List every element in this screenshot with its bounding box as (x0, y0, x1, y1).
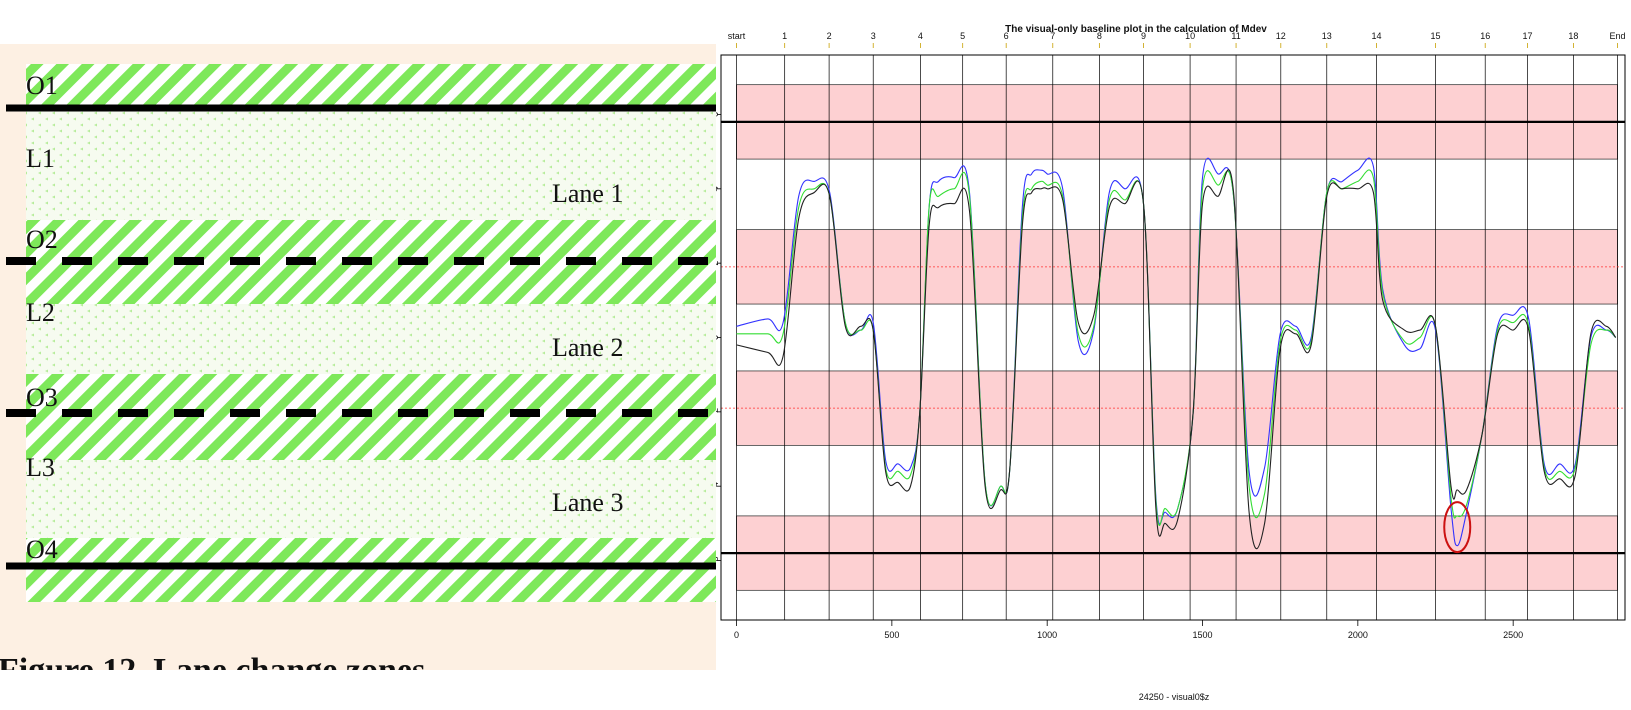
y-tick-label: 4 (716, 186, 720, 191)
section-label-14: 14 (1371, 31, 1381, 41)
lane-zones-diagram: O1 L1 O2 L2 O3 L3 O4 Lane 1 Lane 2 Lane … (0, 44, 716, 670)
section-label-16: 16 (1480, 31, 1490, 41)
section-label-5: 5 (960, 31, 965, 41)
series-line-blue (737, 158, 1616, 546)
zone-label-l3: L3 (26, 453, 55, 482)
section-label-3: 3 (871, 31, 876, 41)
lane-label-2: Lane 2 (552, 333, 623, 362)
section-label-2: 2 (827, 31, 832, 41)
section-label-19: End (1610, 31, 1626, 41)
zone-label-o3: O3 (26, 383, 58, 412)
section-label-13: 13 (1322, 31, 1332, 41)
section-label-4: 4 (918, 31, 923, 41)
x-tick-label: 2500 (1503, 630, 1523, 640)
section-label-18: 18 (1568, 31, 1578, 41)
y-tick-label: -4 (716, 482, 720, 490)
figure-caption: Figure 12. Lane change zones (0, 652, 425, 670)
zone-o1-band (26, 64, 716, 108)
x-tick-label: 1500 (1192, 630, 1212, 640)
zone-label-o1: O1 (26, 71, 58, 100)
series-lines (737, 158, 1616, 549)
section-label-15: 15 (1430, 31, 1440, 41)
zone-label-o4: O4 (26, 535, 58, 564)
x-tick-label: 2000 (1348, 630, 1368, 640)
series-line-black (737, 170, 1616, 549)
section-label-1: 1 (782, 31, 787, 41)
y-tick-label: 2 (716, 261, 720, 266)
y-tick-label: 0 (716, 335, 720, 340)
zone-label-l1: L1 (26, 144, 55, 173)
x-tick-label: 0 (734, 630, 739, 640)
x-tick-label: 1000 (1037, 630, 1057, 640)
section-label-17: 17 (1522, 31, 1532, 41)
section-label-0: start (728, 31, 746, 41)
x-axis-label: 24250 - visual0$z (1139, 692, 1210, 702)
zone-label-l2: L2 (26, 298, 55, 327)
series-line-green (737, 170, 1616, 526)
zone-o4-band (26, 538, 716, 602)
chart-title: The visual-only baseline plot in the cal… (1005, 24, 1267, 35)
section-label-12: 12 (1276, 31, 1286, 41)
reference-lines (721, 122, 1625, 553)
zone-label-o2: O2 (26, 225, 58, 254)
x-tick-label: 500 (884, 630, 899, 640)
lane-label-1: Lane 1 (552, 179, 623, 208)
lane-zones-figure: O1 L1 O2 L2 O3 L3 O4 Lane 1 Lane 2 Lane … (0, 44, 716, 670)
y-tick-label: -6 (716, 557, 720, 565)
y-tick-label: 6 (716, 112, 720, 117)
lane-label-3: Lane 3 (552, 488, 623, 517)
y-tick-label: -2 (716, 408, 720, 416)
